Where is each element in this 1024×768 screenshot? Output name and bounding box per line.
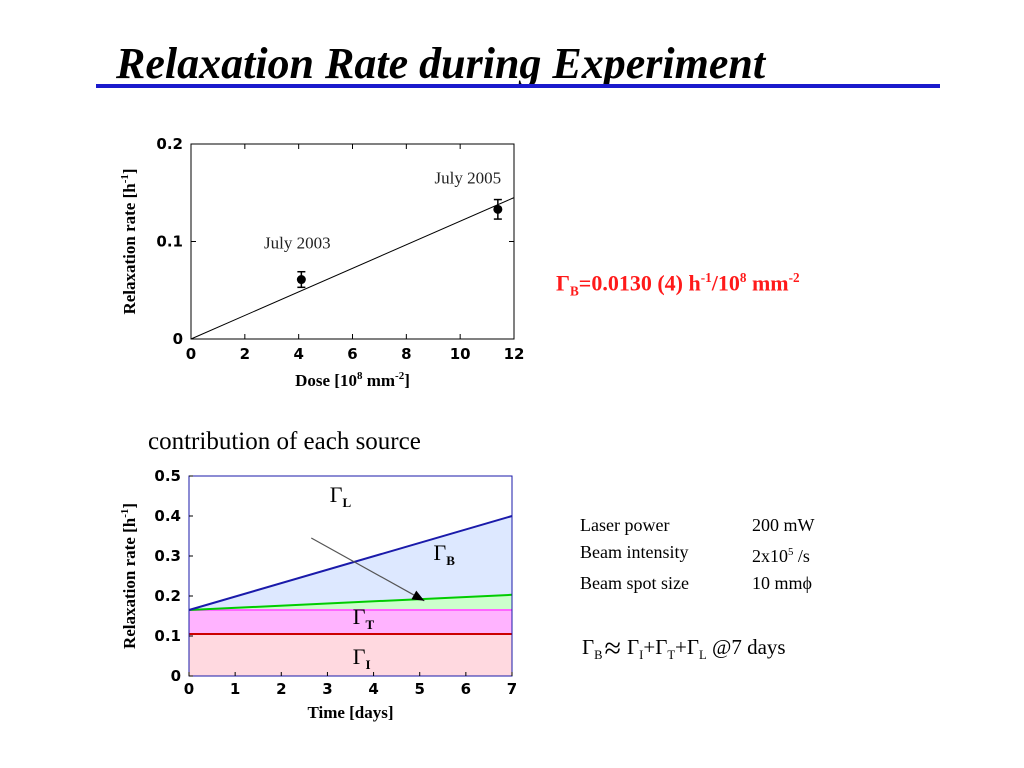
chart2-area-T: [189, 610, 512, 634]
chart2-ytick-label: 0.1: [154, 627, 181, 645]
title-underline: [96, 84, 940, 88]
chart2-xtick-label: 3: [322, 680, 332, 698]
chart2-ytick-label: 0: [171, 667, 181, 685]
chart2-area-I: [189, 634, 512, 676]
chart2-xtick-label: 0: [184, 680, 194, 698]
param-row-beam-intensity: Beam intensity 2x105 /s: [580, 539, 815, 570]
dose-scatter-chart: Dose [108 mm-2] Relaxation rate [h-1] 0 2…: [119, 135, 525, 390]
chart2-xtick-label: 6: [461, 680, 471, 698]
chart1-xlabel: Dose [108 mm-2]: [295, 370, 410, 390]
chart2-ylabel: Relaxation rate [h-1]: [119, 503, 139, 649]
chart1-xtick-label: 8: [401, 345, 411, 363]
chart2-arrowhead: [411, 590, 425, 601]
chart1-ytick-label: 0.1: [156, 233, 183, 251]
chart2-line-L: [188, 515, 513, 611]
chart2-line-B: [188, 593, 513, 611]
chart1-xtick-label: 2: [240, 345, 250, 363]
chart1-xtick-label: 10: [450, 345, 471, 363]
chart2-series-label-L: ΓL: [330, 482, 352, 510]
chart1-xtick-label: 6: [347, 345, 357, 363]
param-value: 10 mmϕ: [752, 573, 812, 593]
chart2-xtick-label: 4: [368, 680, 378, 698]
param-label: Laser power: [580, 515, 670, 535]
chart1-xtick-label: 12: [504, 345, 525, 363]
chart1-point-label: July 2003: [264, 234, 331, 253]
chart2-xtick-label: 7: [507, 680, 517, 698]
gamma-sum-approximation: ΓB≈ ΓI+ΓT+ΓL @7 days: [582, 632, 786, 665]
param-label: Beam spot size: [580, 573, 689, 593]
chart1-xtick-label: 0: [186, 345, 196, 363]
param-label: Beam intensity: [580, 542, 689, 562]
chart1-fit-line: [190, 197, 515, 340]
time-area-chart: Time [days] Relaxation rate [h-1] 0 1 2 3 4 5…: [119, 467, 517, 722]
chart2-ytick-label: 0.3: [154, 547, 181, 565]
chart1-data-point: [493, 204, 503, 214]
contribution-caption: contribution of each source: [148, 428, 421, 455]
chart2-ytick-label: 0.4: [154, 507, 181, 525]
chart2-area-B: [189, 594, 512, 610]
chart1-xtick-label: 4: [293, 345, 303, 363]
slide-title: Relaxation Rate during Experiment: [116, 39, 766, 88]
chart2-ytick-label: 0.5: [154, 467, 181, 485]
chart2-xtick-label: 1: [230, 680, 240, 698]
chart2-annotation-arrow: [310, 537, 425, 602]
chart2-ytick-label: 0.2: [154, 587, 181, 605]
chart1-point-label: July 2005: [435, 168, 502, 187]
chart1-ytick-label: 0: [173, 330, 183, 348]
param-value: 2x105 /s: [752, 546, 810, 566]
param-row-laser-power: Laser power 200 mW: [580, 512, 815, 539]
chart1-ylabel: Relaxation rate [h-1]: [119, 168, 139, 314]
gamma-b-result: ΓB=0.0130 (4) h-1/108 mm-2: [556, 270, 800, 299]
chart2-xtick-label: 2: [276, 680, 286, 698]
param-value: 200 mW: [752, 515, 815, 535]
chart1-ytick-label: 0.2: [156, 135, 183, 153]
chart2-plot-frame: [188, 475, 513, 677]
parameters-list: Laser power 200 mW Beam intensity 2x105 …: [580, 512, 815, 597]
chart2-xtick-label: 5: [414, 680, 424, 698]
param-row-beam-spot-size: Beam spot size 10 mmϕ: [580, 570, 815, 597]
chart1-data-point: [296, 275, 306, 285]
chart2-xlabel: Time [days]: [307, 703, 393, 722]
